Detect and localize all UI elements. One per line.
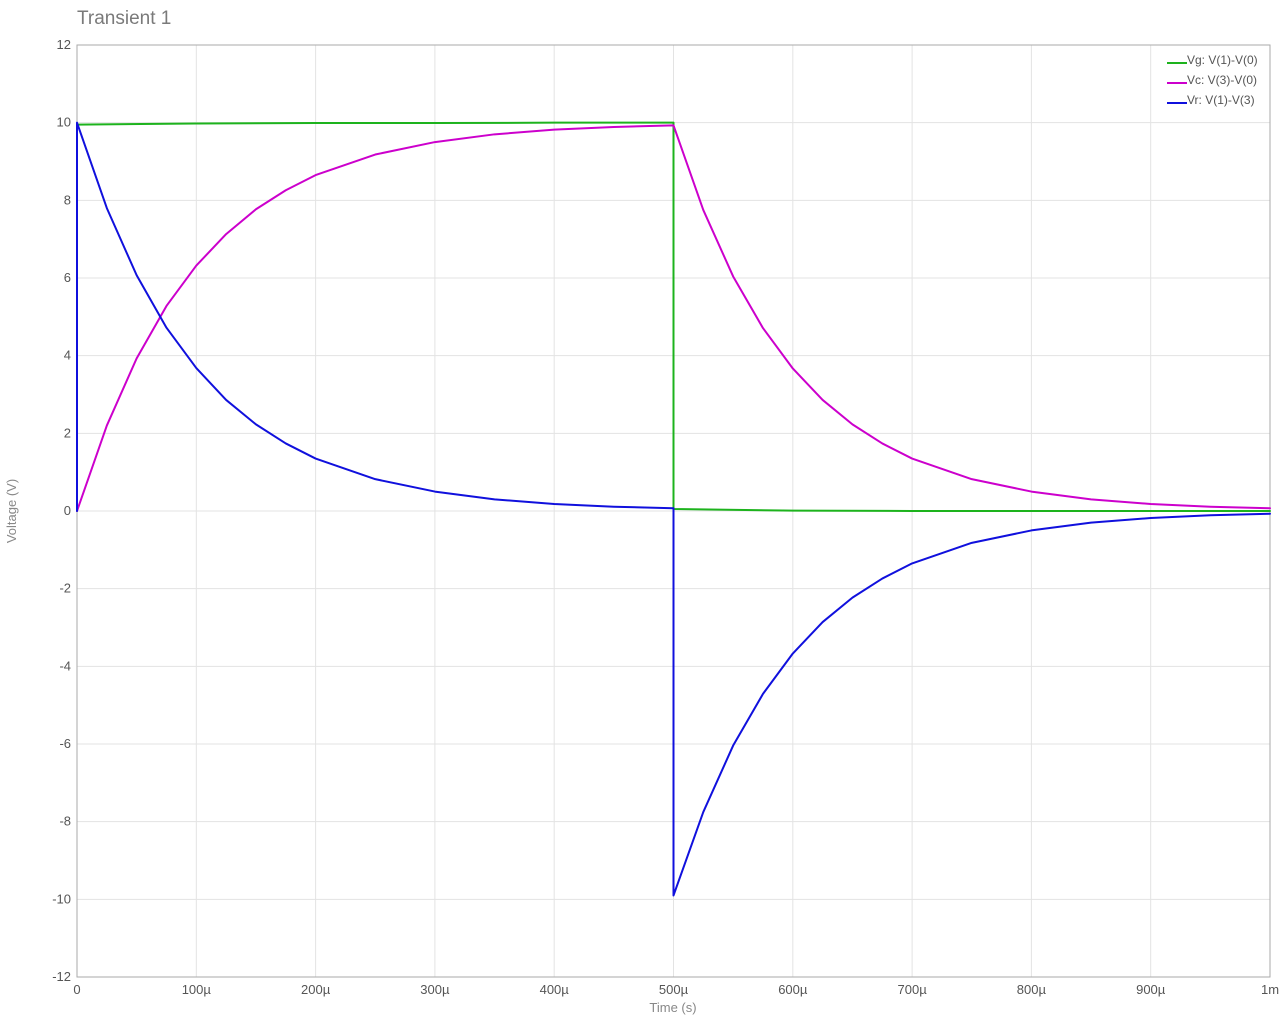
x-tick-label: 1m — [1261, 982, 1279, 997]
x-tick-label: 500µ — [659, 982, 689, 997]
y-tick-label: -10 — [52, 891, 71, 906]
x-tick-label: 400µ — [540, 982, 570, 997]
x-tick-label: 0 — [73, 982, 80, 997]
y-tick-label: 6 — [64, 270, 71, 285]
x-tick-label: 700µ — [898, 982, 928, 997]
y-tick-label: -8 — [59, 814, 71, 829]
y-tick-label: 0 — [64, 503, 71, 518]
chart-title: Transient 1 — [77, 8, 171, 29]
x-axis-ticks: 0 100µ 200µ 300µ 400µ 500µ 600µ 700µ 800µ 900µ 1m — [73, 982, 1279, 997]
y-tick-label: 12 — [57, 37, 71, 52]
y-tick-label: -2 — [59, 581, 71, 596]
x-axis-label: Time (s) — [649, 1000, 696, 1015]
series-line-1 — [76, 124, 1271, 512]
legend-label: Vr: V(1)-V(3) — [1187, 93, 1255, 107]
series-line-2 — [76, 121, 1271, 897]
legend-item-1[interactable]: Vc: V(3)-V(0) — [1167, 73, 1257, 87]
legend-label: Vg: V(1)-V(0) — [1187, 53, 1258, 67]
y-axis-label: Voltage (V) — [4, 479, 19, 543]
x-tick-label: 600µ — [778, 982, 808, 997]
legend-item-2[interactable]: Vr: V(1)-V(3) — [1167, 93, 1255, 107]
legend-item-0[interactable]: Vg: V(1)-V(0) — [1167, 53, 1258, 67]
y-tick-label: 8 — [64, 192, 71, 207]
x-tick-label: 800µ — [1017, 982, 1047, 997]
x-tick-label: 900µ — [1136, 982, 1166, 997]
series-line-0 — [76, 121, 1271, 512]
y-tick-label: -4 — [59, 658, 71, 673]
y-tick-label: 2 — [64, 425, 71, 440]
legend-label: Vc: V(3)-V(0) — [1187, 73, 1257, 87]
y-axis-ticks: 12 10 8 6 4 2 0 -2 -4 -6 -8 -10 -12 — [52, 37, 71, 984]
y-tick-label: 4 — [64, 348, 71, 363]
series-lines — [76, 121, 1271, 897]
y-tick-label: -6 — [59, 736, 71, 751]
legend[interactable]: Vg: V(1)-V(0) Vc: V(3)-V(0) Vr: V(1)-V(3) — [1167, 53, 1258, 107]
y-tick-label: 10 — [57, 115, 71, 130]
x-tick-label: 200µ — [301, 982, 331, 997]
y-tick-label: -12 — [52, 969, 71, 984]
x-tick-label: 300µ — [420, 982, 450, 997]
x-tick-label: 100µ — [182, 982, 212, 997]
